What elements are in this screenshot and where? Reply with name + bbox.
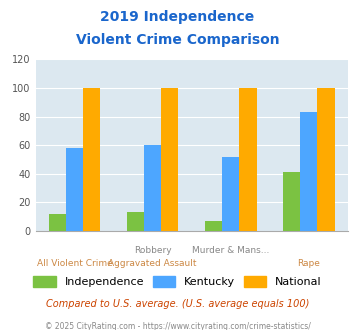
Bar — [144, 145, 161, 231]
Text: © 2025 CityRating.com - https://www.cityrating.com/crime-statistics/: © 2025 CityRating.com - https://www.city… — [45, 322, 310, 330]
Text: Rape: Rape — [297, 259, 320, 268]
Text: Aggravated Assault: Aggravated Assault — [108, 259, 197, 268]
Bar — [205, 221, 222, 231]
Text: Robbery: Robbery — [134, 246, 171, 255]
Bar — [66, 148, 83, 231]
Bar — [300, 112, 317, 231]
Text: All Violent Crime: All Violent Crime — [37, 259, 113, 268]
Bar — [49, 214, 66, 231]
Text: Compared to U.S. average. (U.S. average equals 100): Compared to U.S. average. (U.S. average … — [46, 299, 309, 309]
Bar — [161, 88, 179, 231]
Bar — [83, 88, 100, 231]
Bar — [127, 213, 144, 231]
Bar — [222, 157, 239, 231]
Text: 2019 Independence: 2019 Independence — [100, 10, 255, 24]
Text: Violent Crime Comparison: Violent Crime Comparison — [76, 33, 279, 47]
Bar — [239, 88, 257, 231]
Legend: Independence, Kentucky, National: Independence, Kentucky, National — [29, 271, 326, 291]
Bar — [283, 172, 300, 231]
Text: Murder & Mans...: Murder & Mans... — [192, 246, 269, 255]
Bar — [317, 88, 335, 231]
